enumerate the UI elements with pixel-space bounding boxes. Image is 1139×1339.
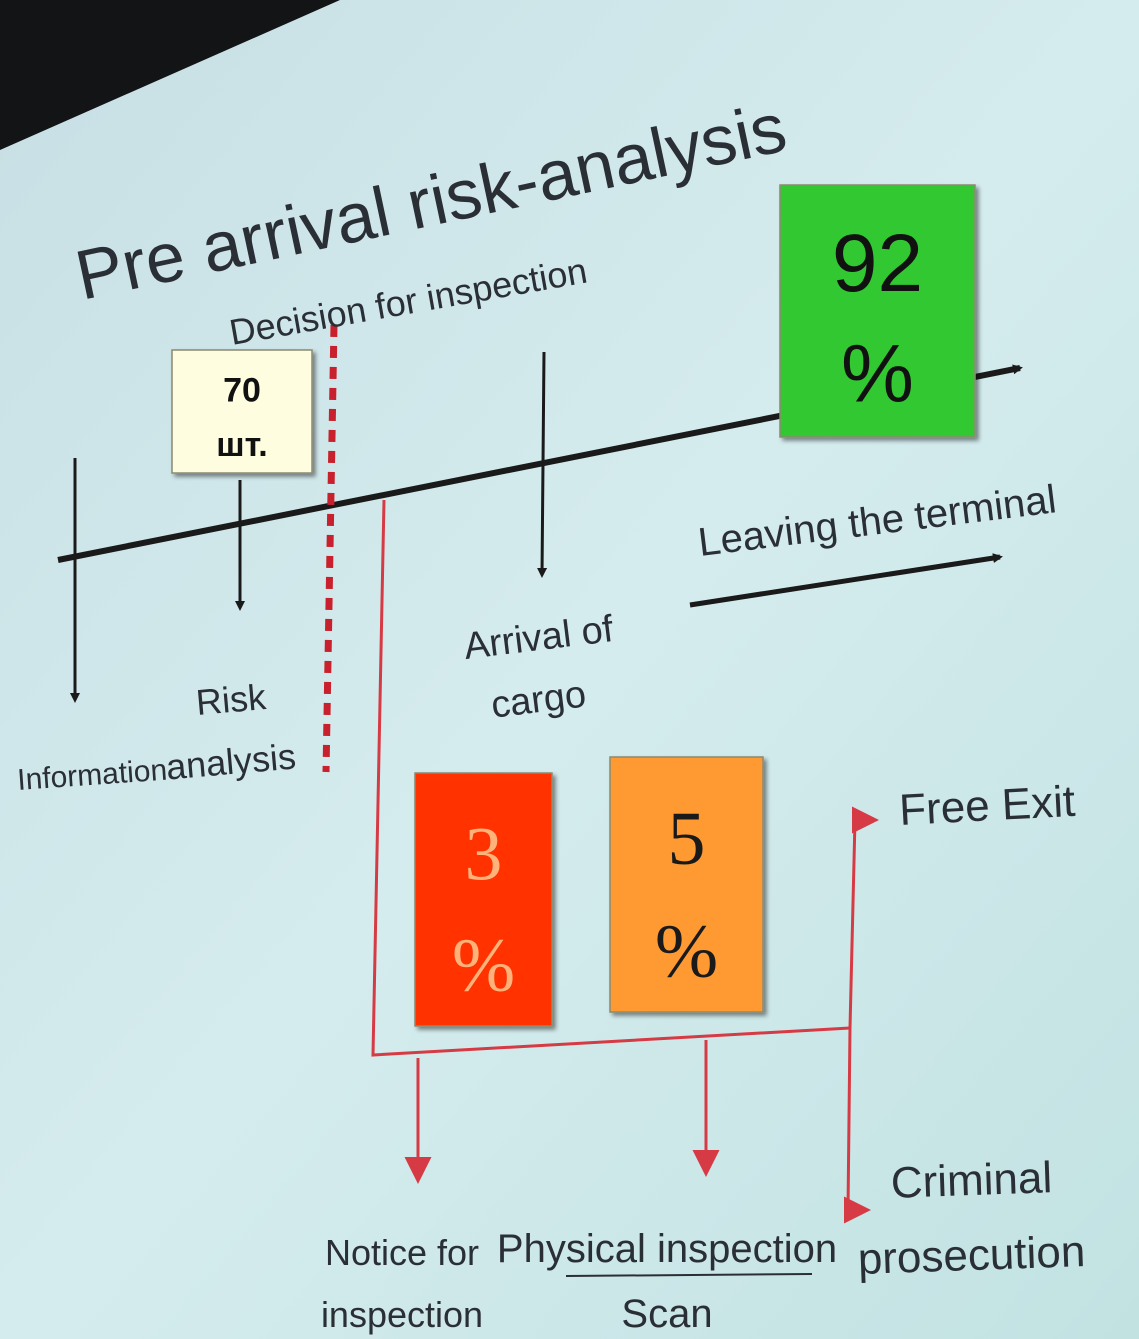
label: Risk [194,676,268,723]
overlay-box: 5% [610,757,763,1012]
overlay-value: 3 [465,812,503,896]
overlay-value: 70 [223,372,261,410]
label: Scan [621,1292,712,1336]
overlay-value: 5 [668,797,706,881]
label: inspection [321,1294,483,1335]
overlay-unit: шт. [216,426,267,464]
label: Free Exit [898,777,1076,835]
label: Criminal [890,1153,1053,1208]
label: Physical inspection [497,1227,837,1271]
slide-photo: Pre arrival risk-analysis Decision for i… [0,0,1139,1339]
overlay-unit: % [452,924,515,1008]
label: prosecution [857,1227,1086,1284]
overlay-box: 70 шт. [172,350,312,473]
overlay-unit: % [841,329,914,420]
overlay-box: 92% [780,185,975,437]
label: Notice for [325,1232,479,1273]
arrow [542,352,544,575]
overlay-unit: % [655,909,718,993]
overlay-value: 92 [832,218,923,309]
overlay-box: 3% [415,773,552,1026]
